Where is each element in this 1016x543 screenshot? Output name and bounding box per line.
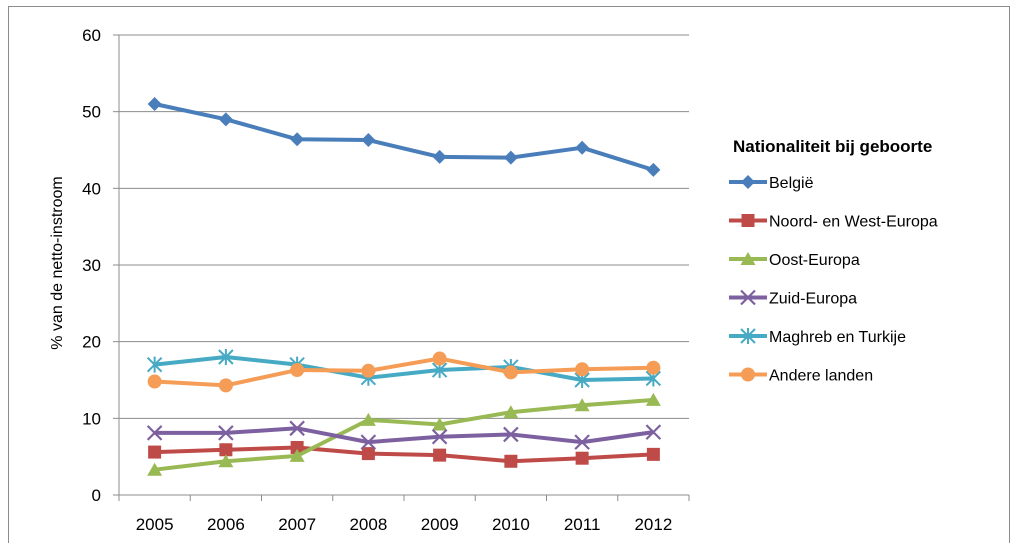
chart-frame [8,6,1010,543]
legend-label: Andere landen [769,368,873,385]
data-point [503,405,519,419]
data-point [503,365,518,380]
series-line [154,397,654,472]
data-point [575,140,590,155]
legend-marker [740,328,756,344]
series-andere-landen [147,351,661,393]
data-point [645,424,662,440]
y-tick-labels: 0 10 20 30 40 50 60 [82,26,101,505]
data-point [504,454,518,468]
data-point [360,412,376,426]
x-tick-label: 2010 [492,515,530,534]
data-point [361,363,376,378]
data-point [503,426,519,443]
data-point [218,378,233,393]
legend-label: België [769,175,814,192]
legend-label: Oost-Europa [769,252,860,269]
legend: Nationaliteit bij geboorte België Noord- … [729,137,938,385]
legend-marker [741,214,755,227]
legend-marker [740,252,756,265]
data-point [146,356,163,373]
series-line [154,445,654,464]
y-tick-label: 60 [82,26,101,45]
data-point [218,349,234,365]
x-tick-label: 2006 [207,515,245,534]
data-point [290,440,304,454]
data-point [289,448,305,462]
x-tick-label: 2005 [136,515,174,534]
x-tick-label: 2009 [421,515,459,534]
data-point [147,462,163,476]
data-point [290,132,305,147]
data-point [361,133,376,148]
data-point [574,398,590,412]
legend-item-andere-landen: Andere landen [729,367,873,385]
data-point [646,360,661,375]
data-point [432,351,447,366]
y-axis-label: % van de netto-instroom [49,176,66,349]
legend-title: Nationaliteit bij geboorte [733,137,932,156]
data-point [433,448,447,462]
legend-marker [741,175,755,189]
x-tick-labels: 2005 2006 2007 2008 2009 2010 2011 2012 [136,515,673,534]
y-tick-label: 20 [82,333,101,352]
data-point [360,434,377,450]
data-point [646,162,661,177]
x-tick-label: 2011 [564,515,601,534]
data-point [146,425,163,441]
series-line [154,102,654,172]
y-tick-label: 0 [92,486,101,505]
legend-label: Noord- en West-Europa [769,214,938,231]
legend-item-maghreb-en-turkije: Maghreb en Turkije [729,328,906,346]
legend-item-zuid-europa: Zuid-Europa [729,289,857,308]
data-point [431,428,448,445]
x-tick-label: 2012 [634,515,672,534]
data-point [290,363,305,378]
data-point [646,447,660,461]
legend-label: Maghreb en Turkije [769,329,906,346]
data-point [147,374,162,389]
legend-marker [740,289,756,306]
data-point [147,97,162,111]
data-point [574,434,590,450]
data-point [503,150,518,165]
data-point [432,149,447,164]
legend-label: Zuid-Europa [769,291,857,308]
legend-marker [741,367,755,382]
y-tick-label: 10 [82,409,101,428]
series-lines [146,97,662,476]
data-point [289,420,305,437]
axes [113,34,690,501]
data-point [218,112,233,127]
series-line [154,355,654,382]
data-point [645,392,661,406]
data-point [218,425,234,441]
series-line [154,356,654,388]
legend-item-oost-europa: Oost-Europa [729,252,860,269]
legend-item-noord-en-west-europa: Noord- en West-Europa [729,214,938,231]
series-zuid-europa [146,420,662,450]
data-point [575,362,590,377]
data-point [432,417,448,431]
data-point [361,447,375,461]
data-point [148,445,162,459]
data-point [219,443,233,457]
x-tick-label: 2007 [278,515,316,534]
y-tick-label: 30 [82,256,101,275]
y-tick-label: 40 [82,179,101,198]
grid-lines [119,34,689,419]
series-line [154,426,654,445]
data-point [218,454,234,468]
x-tick-label: 2008 [349,515,387,534]
legend-item-belgi: België [729,175,814,192]
data-point [575,451,589,465]
series-oost-europa [147,392,661,476]
series-noord-en-west-europa [148,440,660,468]
y-tick-label: 50 [82,103,101,122]
series-belgi [147,97,661,177]
